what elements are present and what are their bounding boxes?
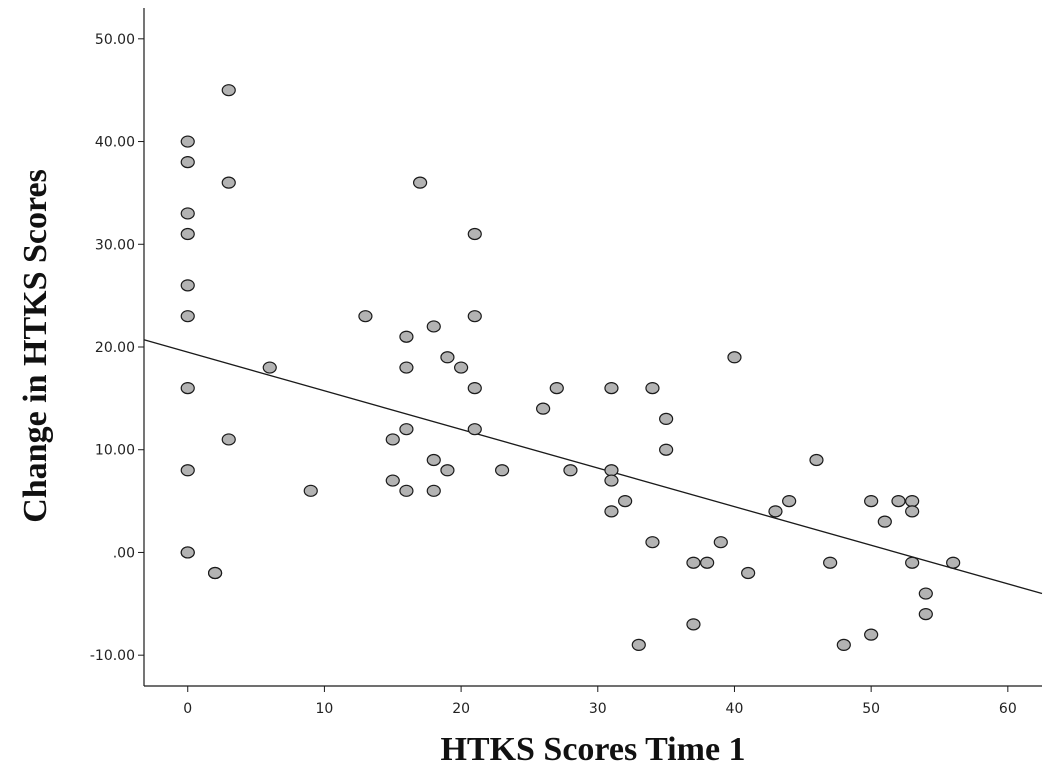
y-tick-label: 10.00	[95, 443, 135, 459]
x-axis-title: HTKS Scores Time 1	[440, 731, 745, 766]
data-point	[262, 361, 277, 374]
data-point	[180, 155, 195, 169]
data-point	[385, 433, 400, 446]
data-point	[604, 474, 619, 487]
y-tick-label: 20.00	[95, 340, 135, 356]
data-point	[180, 227, 195, 241]
data-point	[399, 330, 414, 343]
data-point	[768, 505, 783, 518]
fit-line	[143, 339, 1043, 595]
data-point	[399, 484, 414, 497]
data-point	[727, 351, 742, 364]
y-tick-label: 40.00	[95, 135, 135, 151]
data-point	[645, 536, 660, 549]
data-point	[467, 310, 482, 323]
data-point	[713, 536, 728, 549]
data-point	[180, 135, 195, 148]
data-point	[180, 207, 195, 220]
data-point	[426, 453, 441, 467]
data-point	[809, 453, 824, 467]
data-point	[399, 423, 414, 436]
data-point	[836, 638, 851, 652]
y-tick-label: -10.00	[90, 648, 135, 664]
data-point	[918, 587, 933, 600]
data-point	[180, 464, 195, 477]
data-point	[426, 320, 441, 333]
data-point	[659, 412, 674, 426]
data-point	[782, 494, 797, 508]
data-point	[180, 381, 195, 395]
data-point	[563, 464, 578, 477]
data-point	[303, 484, 318, 497]
data-point	[358, 310, 373, 323]
data-point	[686, 618, 701, 631]
data-point	[905, 556, 920, 569]
y-tick-label: .00	[113, 545, 135, 561]
data-point	[905, 494, 920, 508]
data-point	[659, 443, 674, 456]
data-point	[877, 515, 892, 528]
data-point	[399, 361, 414, 374]
data-point	[905, 505, 920, 518]
plot-area: -10.00 .00 10.00 20.00 30.00 40.00 50.00 0 10 20 3…	[90, 8, 1043, 717]
x-tick-label: 20	[452, 701, 470, 717]
x-tick-label: 0	[183, 701, 192, 717]
y-tick-label: 30.00	[95, 237, 135, 253]
data-point	[385, 474, 400, 487]
data-point	[180, 546, 195, 559]
data-point	[180, 279, 195, 292]
data-point	[412, 176, 428, 189]
data-point	[467, 381, 482, 395]
data-point	[891, 494, 906, 508]
data-point	[440, 464, 455, 477]
x-tick-label: 50	[862, 701, 880, 717]
y-tick-label: 50.00	[95, 32, 135, 48]
data-point	[221, 176, 236, 189]
data-point	[618, 494, 633, 508]
data-point	[604, 505, 619, 518]
data-point	[454, 361, 469, 374]
data-point	[686, 556, 701, 569]
x-tick-label: 10	[316, 701, 334, 717]
data-point	[440, 351, 455, 364]
y-axis-title: Change in HTKS Scores	[17, 169, 54, 523]
data-point	[495, 464, 510, 477]
data-point	[946, 556, 961, 569]
data-point	[426, 484, 441, 497]
data-point	[645, 381, 660, 395]
data-point	[221, 84, 236, 97]
x-tick-label: 60	[999, 701, 1017, 717]
data-point	[864, 494, 879, 508]
data-point	[221, 433, 236, 446]
data-point	[467, 227, 482, 241]
data-point	[918, 607, 933, 621]
data-point	[180, 310, 195, 323]
x-tick-label: 30	[589, 701, 607, 717]
data-point	[864, 628, 879, 641]
x-tick-label: 40	[726, 701, 744, 717]
data-point	[700, 556, 715, 569]
data-point	[604, 381, 619, 395]
data-point	[604, 464, 619, 477]
data-point	[467, 423, 482, 436]
data-point	[631, 638, 646, 652]
data-point	[741, 566, 756, 580]
data-point	[536, 402, 551, 415]
data-point	[823, 556, 838, 569]
data-point	[207, 566, 223, 580]
data-point	[549, 381, 564, 395]
